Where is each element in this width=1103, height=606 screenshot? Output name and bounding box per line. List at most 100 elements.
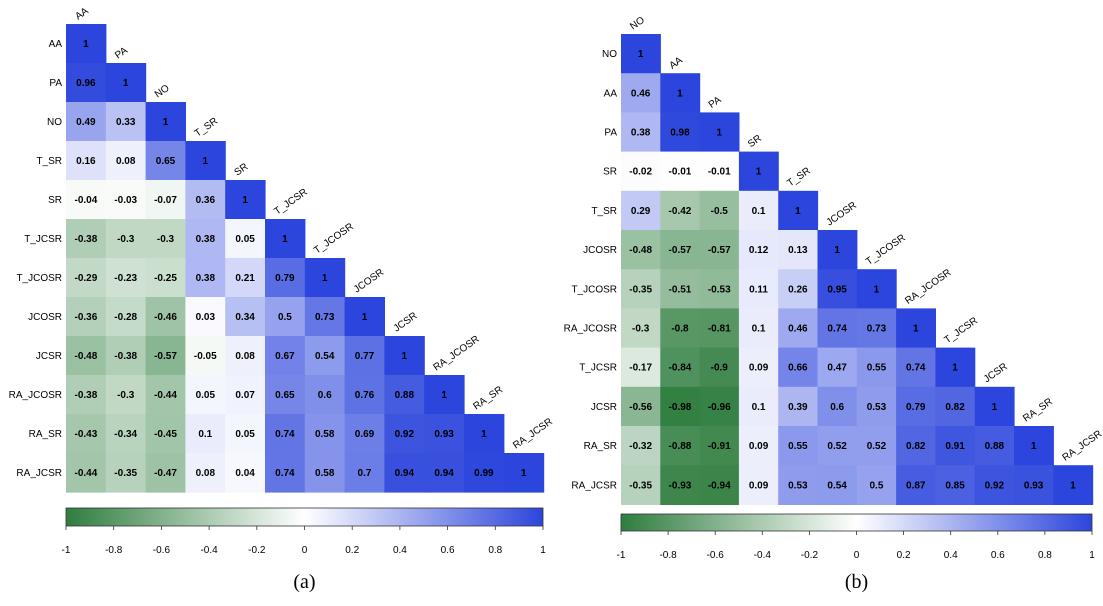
- heatmap-cell: [105, 219, 147, 259]
- heatmap-cell: [424, 414, 465, 454]
- cell-value-label: -0.29: [75, 273, 98, 284]
- cell-value-label: 0.13: [788, 245, 808, 256]
- cell-value-label: 0.55: [788, 441, 808, 452]
- colorbar-tick-label: -1: [62, 545, 71, 556]
- cell-value-label: -0.25: [154, 273, 177, 284]
- cell-value-label: 0.1: [752, 206, 766, 217]
- heatmap-cell: [856, 386, 897, 427]
- heatmap-cell: [464, 453, 505, 493]
- column-label: T_JCOSR: [312, 221, 356, 256]
- column-label: SR: [233, 161, 251, 178]
- row-label: JCOSR: [28, 312, 62, 323]
- heatmap-cell: [66, 336, 107, 376]
- cell-value-label: 0.82: [945, 402, 965, 413]
- cell-value-label: 0.79: [906, 402, 926, 413]
- row-label: JCOSR: [583, 245, 617, 256]
- heatmap-cell: [621, 151, 661, 192]
- heatmap-cell: [344, 453, 385, 493]
- cell-value-label: -0.42: [669, 206, 692, 217]
- heatmap-cell: [621, 73, 661, 113]
- cell-value-label: 0.58: [315, 429, 335, 440]
- column-label: RA_SR: [471, 384, 505, 412]
- cell-value-label: -0.34: [114, 429, 137, 440]
- cell-value-label: 1: [402, 351, 408, 362]
- cell-value-label: 0.6: [830, 402, 844, 413]
- heatmap-cell: [856, 465, 897, 505]
- cell-value-label: 1: [795, 206, 801, 217]
- cell-value-label: -0.3: [157, 234, 175, 245]
- heatmap-cell: [896, 465, 936, 505]
- cell-value-label: 1: [874, 284, 880, 295]
- cell-value-label: 0.93: [1024, 480, 1044, 491]
- row-label: JCSR: [591, 402, 617, 413]
- cell-value-label: 0.73: [315, 312, 335, 323]
- panel-a: 1 AA AA 0.96 1 PA PA 0.49 0.33 1 NO NO 0.16 0.08 0.65 1…: [9, 6, 555, 593]
- cell-value-label: -0.9: [711, 363, 729, 374]
- cell-value-label: 0.12: [749, 245, 769, 256]
- cell-value-label: 0.1: [752, 402, 766, 413]
- heatmap-cell: [738, 386, 779, 427]
- cell-value-label: 0.29: [631, 206, 651, 217]
- heatmap-cell: [304, 336, 346, 376]
- column-label: T_JCOSR: [864, 233, 908, 268]
- cell-value-label: 0.85: [945, 480, 965, 491]
- cell-value-label: 0.82: [906, 441, 926, 452]
- heatmap-cell: [660, 230, 701, 270]
- cell-value-label: 0.76: [355, 390, 375, 401]
- cell-value-label: -0.28: [114, 312, 137, 323]
- heatmap-cell: [145, 219, 186, 259]
- row-label: AA: [49, 39, 63, 50]
- cell-value-label: -0.45: [154, 429, 177, 440]
- cell-value-label: -0.51: [669, 284, 692, 295]
- heatmap-cell: [105, 141, 147, 181]
- heatmap-cell: [817, 269, 858, 309]
- cell-value-label: 0.94: [395, 468, 415, 479]
- cell-value-label: -0.56: [629, 402, 652, 413]
- row-label: RA_SR: [29, 429, 62, 440]
- cell-value-label: 1: [83, 39, 89, 50]
- column-label: RA_SR: [1021, 396, 1055, 424]
- panel-b: 1 NO NO 0.46 1 AA AA 0.38 0.98 1 PA PA -0.02 -0.01 -0.…: [564, 15, 1103, 593]
- heatmap-cell: [105, 180, 147, 220]
- cell-value-label: -0.44: [75, 468, 98, 479]
- colorbar-tick-label: 0: [854, 550, 860, 561]
- cell-value-label: -0.05: [194, 351, 217, 362]
- colorbar-tick-label: 0.6: [991, 550, 1005, 561]
- heatmap-cell: [660, 112, 701, 153]
- heatmap-cell: [304, 297, 346, 337]
- heatmap-cell: [265, 375, 306, 415]
- heatmap-cell: [699, 230, 740, 270]
- heatmap-cell: [621, 347, 661, 388]
- colorbar-tick-label: -0.8: [659, 550, 677, 561]
- cell-value-label: -0.53: [708, 284, 731, 295]
- cell-value-label: -0.88: [669, 441, 692, 452]
- colorbar-tick-label: 0.2: [897, 550, 911, 561]
- cell-value-label: 0.65: [275, 390, 295, 401]
- cell-value-label: 0.46: [631, 88, 651, 99]
- heatmap-cell: [384, 336, 425, 376]
- column-label: T_JCSR: [943, 315, 980, 346]
- cell-value-label: 0.6: [318, 390, 332, 401]
- heatmap-cell: [185, 414, 226, 454]
- cell-value-label: 0.03: [196, 312, 216, 323]
- cell-value-label: -0.35: [629, 480, 652, 491]
- heatmap-cell: [66, 414, 107, 454]
- cell-value-label: -0.43: [75, 429, 98, 440]
- cell-value-label: 1: [123, 78, 129, 89]
- column-label: PA: [113, 45, 130, 61]
- cell-value-label: 0.69: [355, 429, 375, 440]
- cell-value-label: 0.53: [867, 402, 887, 413]
- cell-value-label: 0.92: [395, 429, 415, 440]
- row-label: RA_JCSR: [16, 468, 62, 479]
- heatmap-cell: [621, 426, 661, 466]
- cell-value-label: -0.02: [629, 167, 652, 178]
- cell-value-label: 0.93: [434, 429, 454, 440]
- column-label: NO: [628, 15, 647, 33]
- heatmap-cell: [738, 347, 779, 388]
- heatmap-cell: [738, 190, 779, 231]
- heatmap-cell: [185, 453, 226, 493]
- cell-value-label: 1: [638, 49, 644, 60]
- heatmap-cell: [265, 336, 306, 376]
- heatmap-cell: [225, 375, 266, 415]
- heatmap-cell: [660, 73, 701, 113]
